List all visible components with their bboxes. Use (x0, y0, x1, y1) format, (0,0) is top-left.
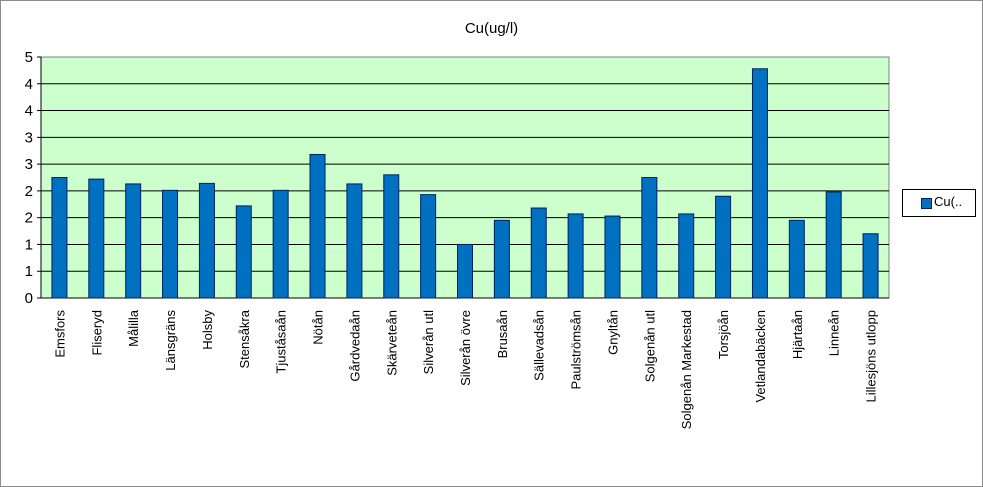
y-tick-label: 3 (25, 129, 33, 146)
x-tick-label: Hjärtaån (790, 310, 805, 359)
x-tick-label: Vetlandabäcken (753, 310, 768, 403)
x-tick-label: Holsby (200, 310, 215, 350)
x-tick-label: Gnyltån (605, 310, 620, 355)
bar (309, 153, 326, 299)
y-tick-label: 0 (25, 290, 33, 307)
legend-swatch (921, 198, 932, 209)
bar (825, 191, 842, 299)
y-tick-label: 5 (25, 49, 33, 66)
x-tick-label: Paulströmsån (569, 310, 584, 389)
bar (788, 219, 805, 299)
bar (272, 189, 289, 299)
bar (604, 215, 621, 299)
x-tick-label: Solgenån utl (642, 310, 657, 382)
bar (641, 177, 658, 299)
bar (420, 194, 437, 299)
bar (530, 207, 547, 299)
x-tick-label: Silverån övre (458, 310, 473, 386)
bar (125, 183, 142, 299)
x-tick-label: Målilla (126, 309, 141, 347)
legend-label: Cu(.. (934, 194, 963, 209)
bar (51, 177, 68, 299)
y-tick-label: 1 (25, 236, 33, 253)
chart-title: Cu(ug/l) (464, 20, 519, 37)
bar (567, 213, 584, 299)
x-tick-label: Fliseryd (89, 310, 104, 356)
x-tick-label: Stensåkra (237, 309, 252, 368)
bar (715, 195, 732, 299)
legend: Cu(.. (902, 189, 976, 217)
x-tick-label: Lillesjöns utlopp (864, 310, 879, 403)
bar (346, 183, 363, 299)
y-tick-label: 2 (25, 210, 33, 227)
x-tick-label: Silverån utl (421, 310, 436, 374)
bar (751, 68, 768, 299)
bar (457, 243, 473, 299)
bar (383, 174, 400, 299)
bar (678, 213, 695, 299)
bar (235, 205, 252, 299)
x-tick-label: Emsfors (52, 310, 67, 358)
x-tick-label: Tjuståsaån (274, 310, 289, 374)
y-tick-label: 4 (25, 103, 33, 120)
y-tick-label: 4 (25, 76, 33, 93)
x-tick-label: Linneån (827, 310, 842, 356)
y-tick-label: 2 (25, 183, 33, 200)
x-tick-label: Sällevadsån (532, 310, 547, 381)
bar (162, 189, 179, 299)
x-tick-label: Länsgräns (163, 310, 178, 371)
bar (88, 178, 105, 299)
x-tick-label: Gårdvedaån (347, 310, 362, 382)
y-tick-label: 1 (25, 263, 33, 280)
x-tick-label: Skärveteån (384, 310, 399, 376)
x-tick-label: Nötån (311, 310, 326, 345)
x-tick-label: Solgenån Markestad (679, 310, 694, 429)
bar (493, 219, 510, 299)
y-tick-label: 3 (25, 156, 33, 173)
x-tick-label: Torsjöån (716, 310, 731, 359)
bar (862, 233, 879, 299)
x-tick-label: Brusaån (495, 310, 510, 358)
bar (198, 182, 215, 299)
